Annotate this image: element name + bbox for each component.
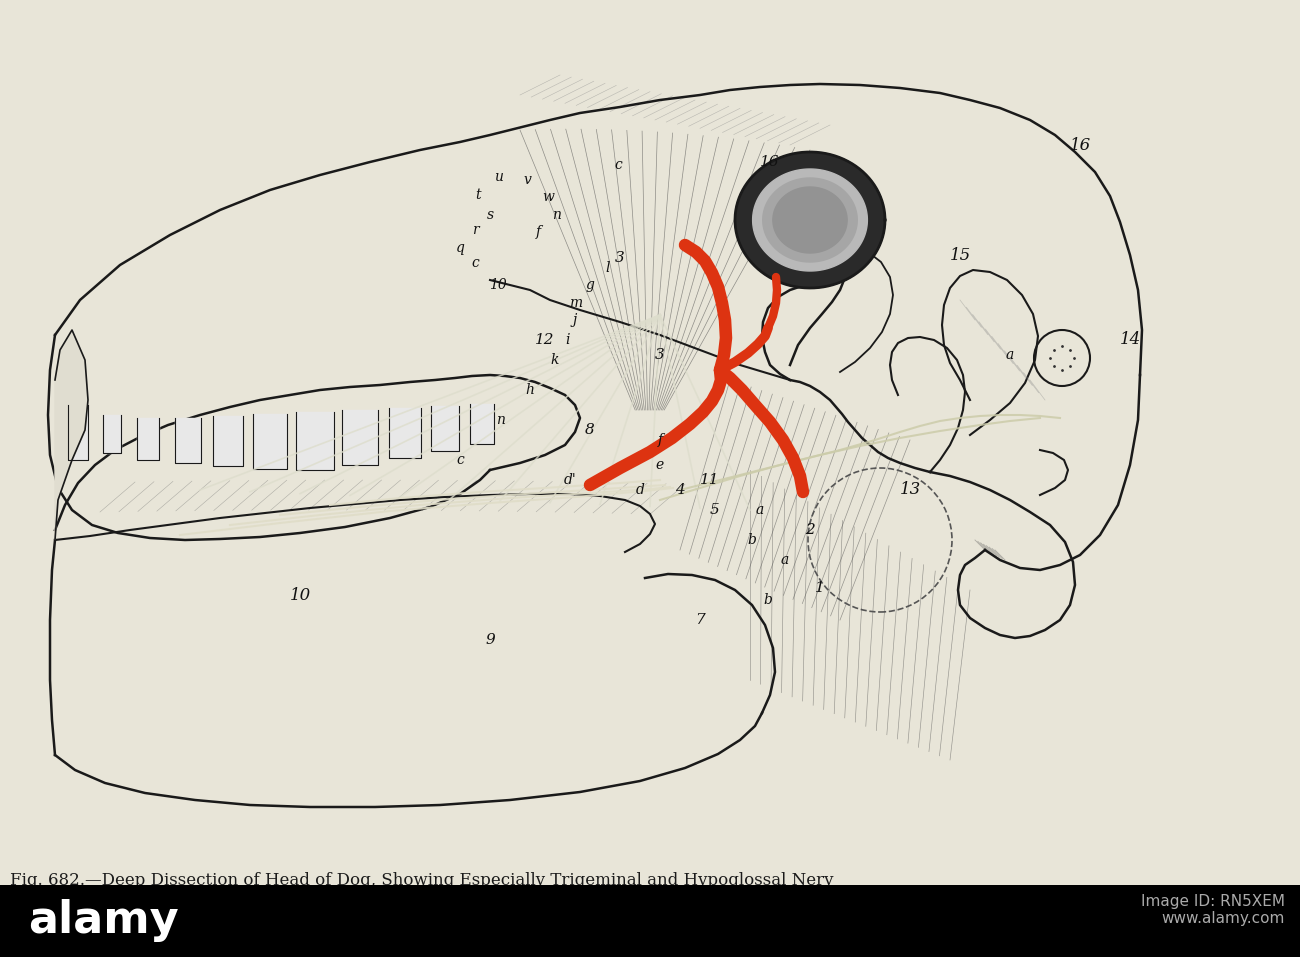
Text: f: f (658, 433, 663, 447)
Text: n: n (551, 208, 560, 222)
Text: c: c (471, 256, 478, 270)
Text: f: f (536, 225, 541, 239)
Text: c: c (614, 158, 621, 172)
Text: r: r (472, 223, 478, 237)
Text: i: i (566, 333, 571, 347)
Text: 4: 4 (675, 483, 685, 497)
Text: 8: 8 (585, 423, 595, 437)
Text: l: l (606, 261, 610, 275)
Text: e: e (656, 458, 664, 472)
Text: 7: 7 (696, 613, 705, 627)
Polygon shape (774, 187, 848, 253)
Text: d: d (636, 483, 645, 497)
Text: w: w (542, 190, 554, 204)
Text: j: j (573, 313, 577, 327)
Text: d': d' (564, 473, 576, 487)
Text: v: v (523, 173, 530, 187)
Text: 15: 15 (949, 247, 971, 263)
Text: 1: 1 (815, 581, 826, 595)
Text: b: b (747, 533, 757, 547)
Text: 2: 2 (805, 523, 815, 537)
Polygon shape (763, 178, 857, 262)
Text: s: s (486, 208, 494, 222)
Polygon shape (734, 152, 885, 288)
Text: 12: 12 (536, 333, 555, 347)
Text: 16: 16 (1070, 137, 1091, 153)
Text: 16: 16 (760, 155, 780, 169)
Text: g: g (585, 278, 594, 292)
Text: a: a (1006, 348, 1014, 362)
Text: k: k (551, 353, 559, 367)
Text: 3: 3 (655, 348, 664, 362)
Text: a: a (755, 503, 764, 517)
Text: 3: 3 (615, 251, 625, 265)
Text: m: m (569, 296, 582, 310)
Text: n: n (495, 413, 504, 427)
Bar (0, 885, 1300, 957)
Text: Image ID: RN5XEM
www.alamy.com: Image ID: RN5XEM www.alamy.com (1141, 894, 1284, 926)
Text: 9: 9 (485, 633, 495, 647)
Text: h: h (525, 383, 534, 397)
Text: 13: 13 (900, 481, 920, 499)
Text: 11: 11 (701, 473, 720, 487)
Polygon shape (55, 330, 88, 540)
Text: b: b (763, 593, 772, 607)
Text: 10: 10 (290, 587, 311, 604)
Text: a: a (781, 553, 789, 567)
Text: u: u (494, 170, 502, 184)
Text: t: t (476, 188, 481, 202)
Text: 14: 14 (1119, 331, 1140, 348)
Text: alamy: alamy (29, 900, 178, 943)
Polygon shape (753, 169, 867, 271)
Text: 10: 10 (489, 278, 507, 292)
Text: c: c (456, 453, 464, 467)
Text: Fig. 682.—Deep Dissection of Head of Dog, Showing Especially Trigeminal and Hypo: Fig. 682.—Deep Dissection of Head of Dog… (10, 872, 833, 889)
Text: q: q (455, 241, 464, 255)
Text: 5: 5 (710, 503, 720, 517)
